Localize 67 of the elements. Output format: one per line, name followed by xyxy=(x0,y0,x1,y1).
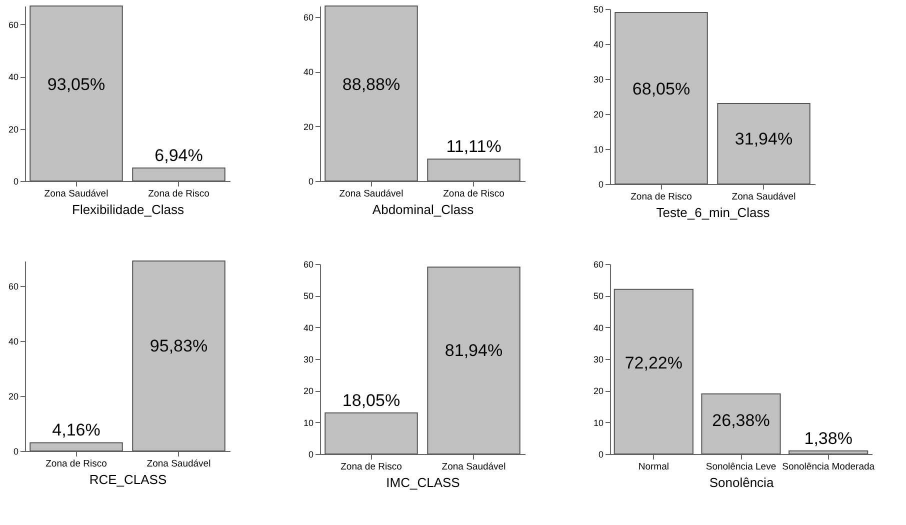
annotation: 95,83% xyxy=(150,336,208,356)
annotation: 4,16% xyxy=(52,420,100,440)
y-tick-label: 0 xyxy=(308,176,314,186)
x-axis-title: Abdominal_Class xyxy=(372,202,474,217)
x-axis-title: IMC_CLASS xyxy=(386,475,460,490)
x-tick-label: Normal xyxy=(638,462,669,472)
y-tick-label: 20 xyxy=(303,122,314,132)
bar xyxy=(788,450,868,454)
annotation: 81,94% xyxy=(444,341,503,360)
x-tick-label: Sonolência Moderada xyxy=(782,462,876,472)
y-tick-label: 30 xyxy=(593,354,604,364)
bar xyxy=(701,393,781,454)
x-tick-label: Zona de Risco xyxy=(630,192,692,202)
y-tick-label: 20 xyxy=(8,124,18,134)
x-tick-label: Zona Saudável xyxy=(44,188,108,200)
annotation: 6,94% xyxy=(154,146,203,165)
x-tick-label: Zona Saudável xyxy=(732,192,796,202)
x-tick-label: Zona de Risco xyxy=(148,188,210,200)
y-tick-label: 0 xyxy=(598,450,604,460)
x-tick-label: Zona de Risco xyxy=(443,188,504,200)
y-tick-label: 30 xyxy=(303,354,314,364)
y-tick-label: 40 xyxy=(593,40,604,50)
y-tick-label: 60 xyxy=(593,260,604,270)
x-tick-label: Zona de Risco xyxy=(340,462,402,472)
y-tick-label: 0 xyxy=(308,450,314,460)
y-tick-label: 50 xyxy=(593,291,604,302)
annotation: 68,05% xyxy=(632,80,690,99)
y-tick-label: 60 xyxy=(8,20,18,30)
annotation: 31,94% xyxy=(734,130,793,149)
y-tick-label: 50 xyxy=(593,4,604,14)
annotation: 11,11% xyxy=(446,137,502,156)
y-tick-label: 0 xyxy=(13,176,18,186)
y-tick-label: 60 xyxy=(303,260,314,270)
bar xyxy=(614,288,694,454)
y-tick-label: 60 xyxy=(303,12,314,22)
annotation: 88,88% xyxy=(342,74,400,94)
y-tick-label: 10 xyxy=(593,144,604,154)
y-tick-label: 0 xyxy=(13,446,18,456)
annotation: 72,22% xyxy=(624,353,683,372)
y-tick-label: 50 xyxy=(303,291,314,302)
y-tick-label: 20 xyxy=(303,386,314,396)
y-tick-label: 40 xyxy=(303,322,314,333)
y-tick-label: 0 xyxy=(598,180,604,190)
y-tick-label: 20 xyxy=(593,386,604,396)
x-tick-label: Zona de Risco xyxy=(46,458,107,470)
x-tick-label: Zona Saudável xyxy=(146,458,211,470)
x-axis-title: Sonolência xyxy=(709,475,774,490)
annotation: 93,05% xyxy=(47,74,106,94)
y-tick-label: 40 xyxy=(593,322,604,333)
y-tick-label: 10 xyxy=(303,418,314,428)
annotation: 18,05% xyxy=(342,390,400,410)
x-axis-title: Flexibilidade_Class xyxy=(72,202,184,217)
y-tick-label: 40 xyxy=(8,72,18,82)
x-tick-label: Zona Saudável xyxy=(442,462,506,472)
annotation: 26,38% xyxy=(712,410,770,430)
y-tick-label: 40 xyxy=(8,336,18,346)
y-tick-label: 60 xyxy=(8,281,18,292)
y-tick-label: 30 xyxy=(593,74,604,84)
x-axis-title: Teste_6_min_Class xyxy=(656,205,770,220)
x-tick-label: Sonolência Leve xyxy=(706,462,776,472)
y-tick-label: 20 xyxy=(8,391,18,402)
x-axis-title: RCE_CLASS xyxy=(89,472,167,487)
annotation: 1,38% xyxy=(804,428,852,448)
x-tick-label: Zona Saudável xyxy=(339,188,404,200)
y-tick-label: 40 xyxy=(303,67,314,78)
y-tick-label: 10 xyxy=(593,418,604,428)
y-tick-label: 20 xyxy=(593,110,604,120)
